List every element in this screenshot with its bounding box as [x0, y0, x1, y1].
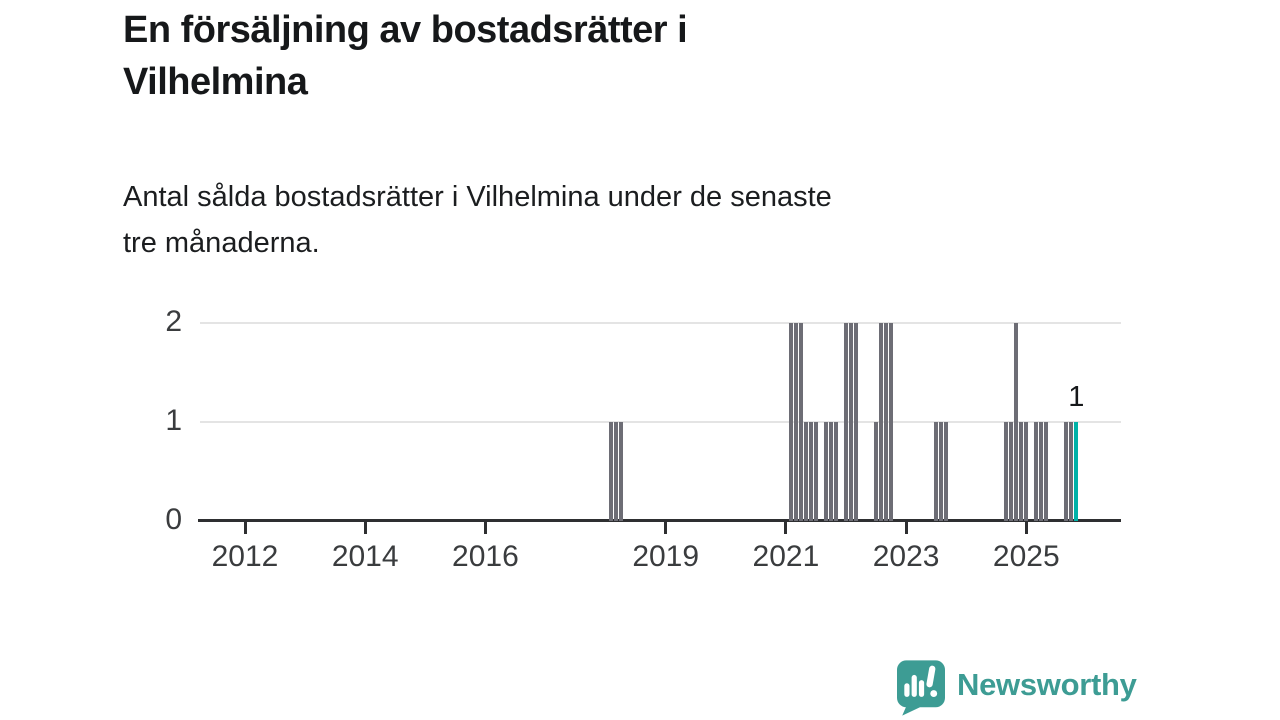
- bar-2021-11: [833, 422, 838, 521]
- x-axis-label-2021: 2021: [752, 540, 820, 573]
- bar-2021-05: [803, 422, 808, 521]
- bar-2021-06: [808, 422, 813, 521]
- bar-2025-09: [1064, 422, 1069, 521]
- x-axis-label-2016: 2016: [452, 540, 519, 573]
- x-axis-tick-2016: [483, 522, 487, 534]
- bar-2018-02: [608, 422, 613, 521]
- bar-2021-07: [813, 422, 818, 521]
- bar-2025-01: [1024, 422, 1029, 521]
- bar-2021-03: [793, 323, 798, 521]
- x-axis-tick-2023: [904, 522, 908, 534]
- gridline-y-2: [200, 322, 1121, 324]
- newsworthy-logo-icon: [897, 660, 945, 716]
- bar-2025-03: [1034, 422, 1039, 521]
- x-axis-label-2023: 2023: [872, 540, 940, 573]
- x-axis-label-2025: 2025: [992, 540, 1060, 573]
- y-axis-label-0: 0: [165, 503, 182, 536]
- bar-2023-08: [939, 422, 944, 521]
- bar-2022-01: [844, 323, 848, 521]
- bar-2021-02: [788, 323, 793, 521]
- chart-title-line1: En försäljning av bostadsrätter i: [123, 9, 688, 51]
- bar-2018-04: [618, 422, 623, 521]
- bar-2022-03: [854, 323, 859, 521]
- y-axis-label-2: 2: [165, 305, 182, 338]
- chart-subtitle-line1: Antal sålda bostadsrätter i Vilhelmina u…: [123, 181, 832, 213]
- bar-2021-10: [828, 422, 833, 521]
- x-axis-label-2012: 2012: [211, 540, 279, 573]
- x-axis-tick-2025: [1024, 522, 1028, 534]
- bar-2025-04: [1039, 422, 1044, 521]
- bar-2025-10: [1069, 422, 1074, 521]
- bar-2023-07: [934, 422, 939, 521]
- x-axis-tick-2019: [664, 522, 668, 534]
- latest-value-annotation: 1: [1068, 381, 1085, 413]
- y-axis-label-1: 1: [165, 404, 182, 437]
- bar-highlight-2025-11: [1074, 422, 1079, 521]
- bar-2025-05: [1044, 422, 1049, 521]
- chart-subtitle: Antal sålda bostadsrätter i Vilhelmina u…: [123, 174, 1143, 266]
- gridline-y-1: [200, 421, 1121, 423]
- x-axis-label-2019: 2019: [632, 540, 700, 573]
- chart-title: En försäljning av bostadsrätter i Vilhel…: [123, 4, 1023, 108]
- bar-2022-08: [879, 323, 884, 521]
- x-axis-tick-2021: [784, 522, 788, 534]
- newsworthy-logo-text: Newsworthy: [957, 666, 1137, 702]
- chart-title-line2: Vilhelmina: [123, 61, 308, 103]
- x-axis-tick-2012: [243, 522, 247, 534]
- bar-2021-09: [823, 422, 828, 521]
- x-axis-line: [198, 519, 1121, 522]
- bar-2022-02: [849, 323, 853, 521]
- bar-2022-07: [874, 422, 879, 521]
- bar-2023-09: [944, 422, 949, 521]
- x-axis-tick-2014: [363, 522, 367, 534]
- bar-2024-11: [1014, 323, 1019, 521]
- bar-2024-09: [1004, 422, 1009, 521]
- bar-2024-10: [1009, 422, 1014, 521]
- x-axis-label-2014: 2014: [331, 540, 399, 573]
- bar-2021-04: [798, 323, 803, 521]
- bar-2022-09: [884, 323, 889, 521]
- newsworthy-logo: Newsworthy: [897, 660, 1137, 717]
- bar-2022-10: [889, 323, 894, 521]
- bar-2024-12: [1019, 422, 1024, 521]
- bar-2018-03: [613, 422, 618, 521]
- chart-subtitle-line2: tre månaderna.: [123, 227, 320, 259]
